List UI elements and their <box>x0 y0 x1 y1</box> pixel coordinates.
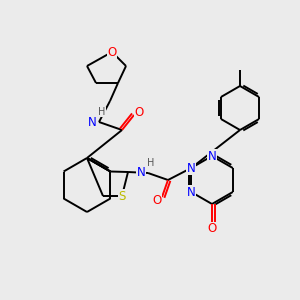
Text: H: H <box>147 158 155 168</box>
Text: S: S <box>118 190 126 202</box>
Text: N: N <box>187 161 196 175</box>
Text: O: O <box>134 106 144 118</box>
Text: N: N <box>208 149 216 163</box>
Text: N: N <box>187 185 196 199</box>
Text: O: O <box>107 46 117 59</box>
Text: H: H <box>98 107 106 117</box>
Text: N: N <box>88 116 96 128</box>
Text: N: N <box>187 161 196 175</box>
Text: N: N <box>136 167 146 179</box>
Text: O: O <box>152 194 162 206</box>
Text: O: O <box>207 223 217 236</box>
